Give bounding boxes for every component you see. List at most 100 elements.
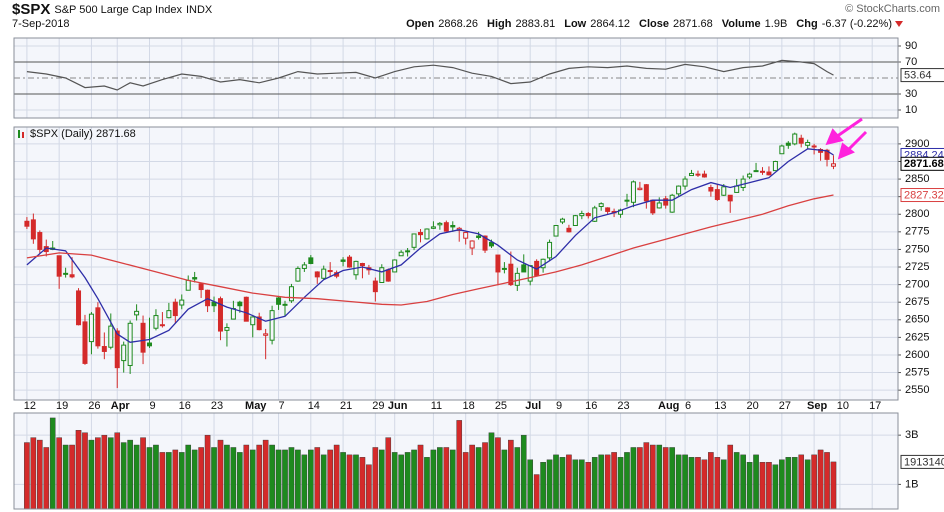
panel-background bbox=[14, 413, 898, 509]
y-tick-label: 2725 bbox=[905, 261, 929, 273]
candle-body bbox=[572, 215, 578, 227]
panel-background bbox=[14, 127, 898, 400]
candle-body bbox=[714, 189, 720, 200]
arrow-line bbox=[846, 130, 868, 152]
volume-bar bbox=[372, 447, 379, 510]
x-tick-label: 7 bbox=[278, 400, 284, 412]
candle-body bbox=[172, 301, 178, 317]
volume-bar bbox=[527, 459, 534, 510]
volume-bar bbox=[340, 452, 346, 510]
volume-bar bbox=[185, 444, 192, 510]
candle-body bbox=[547, 241, 553, 259]
panel-border bbox=[13, 412, 899, 510]
volume-bar bbox=[385, 437, 392, 510]
volume-bar bbox=[482, 442, 488, 510]
volume-bar bbox=[817, 449, 824, 510]
candle-body bbox=[663, 198, 669, 206]
x-tick-label: 14 bbox=[308, 400, 320, 412]
candle-body bbox=[308, 257, 314, 264]
candle-body bbox=[682, 178, 688, 187]
volume-bar bbox=[301, 454, 308, 510]
volume-bar bbox=[101, 434, 108, 510]
volume-bar bbox=[449, 449, 456, 510]
candle-body bbox=[630, 181, 636, 203]
x-tick-label: 16 bbox=[179, 400, 191, 412]
volume-bar bbox=[166, 452, 172, 510]
volume-bar bbox=[701, 459, 708, 510]
volume-bar bbox=[643, 442, 650, 510]
volume-bar bbox=[443, 447, 450, 510]
candle-body bbox=[282, 303, 288, 306]
volume-bar bbox=[333, 444, 340, 510]
x-tick-label: 27 bbox=[779, 400, 791, 412]
candle-body bbox=[76, 290, 82, 326]
title-line: $SPX S&P 500 Large Cap Index INDX bbox=[12, 1, 213, 18]
volume-bar bbox=[146, 447, 153, 510]
candle-body bbox=[179, 299, 185, 306]
volume-bar bbox=[785, 457, 792, 510]
volume-bar bbox=[714, 457, 721, 510]
candle-body bbox=[650, 199, 656, 214]
quote-label: Chg bbox=[796, 18, 817, 30]
y-tick-label: 10 bbox=[905, 104, 917, 116]
arrow-head bbox=[825, 128, 844, 146]
volume-bar bbox=[153, 444, 159, 510]
candle-body bbox=[488, 241, 494, 247]
x-tick-label: 21 bbox=[340, 400, 352, 412]
rsi-line bbox=[26, 59, 834, 91]
arrow-head bbox=[837, 142, 855, 160]
volume-bar bbox=[204, 434, 211, 510]
volume-bar bbox=[682, 454, 688, 510]
candle-body bbox=[217, 298, 223, 332]
volume-bar bbox=[579, 459, 585, 510]
arrow-line bbox=[835, 117, 863, 139]
candle-body bbox=[824, 149, 830, 160]
volume-bar bbox=[114, 432, 121, 510]
candle-body bbox=[443, 222, 449, 232]
x-tick-label: 19 bbox=[56, 400, 68, 412]
candle-body bbox=[56, 255, 62, 277]
y-tick-label: 2675 bbox=[905, 296, 929, 308]
quote-label: Low bbox=[564, 18, 586, 30]
volume-bar bbox=[191, 449, 198, 510]
moving-average bbox=[26, 194, 834, 306]
candle-body bbox=[495, 254, 501, 273]
volume-bar bbox=[695, 457, 701, 510]
volume-bar bbox=[353, 454, 359, 510]
candle-body bbox=[527, 265, 533, 282]
candle-body bbox=[372, 280, 378, 293]
source: © StockCharts.com bbox=[845, 3, 940, 15]
candle-body bbox=[88, 313, 94, 343]
candle-body bbox=[656, 202, 662, 209]
candle-body bbox=[224, 327, 230, 331]
volume-bar bbox=[75, 430, 82, 510]
volume-bar bbox=[24, 442, 30, 510]
x-tick-label: 25 bbox=[495, 400, 507, 412]
volume-bar bbox=[740, 454, 746, 510]
volume-bar bbox=[591, 457, 598, 510]
candle-body bbox=[405, 250, 411, 253]
x-tick-label: Sep bbox=[807, 400, 827, 412]
candle-body bbox=[63, 272, 69, 275]
volume-bar bbox=[237, 452, 243, 510]
volume-bar bbox=[572, 459, 579, 510]
price-icon bbox=[18, 130, 20, 138]
date: 7-Sep-2018 bbox=[12, 18, 70, 30]
candle-body bbox=[230, 308, 236, 320]
volume-bar bbox=[178, 452, 185, 510]
y-tick-label: 2550 bbox=[905, 384, 929, 396]
volume-bar bbox=[56, 437, 62, 510]
volume-bar bbox=[469, 444, 475, 510]
volume-bar bbox=[308, 449, 314, 510]
volume-bar bbox=[140, 437, 146, 510]
x-tick-label: 23 bbox=[211, 400, 223, 412]
volume-bar bbox=[559, 457, 566, 510]
symbol: $SPX bbox=[12, 1, 50, 18]
candle-body bbox=[798, 137, 804, 144]
value-box-label: 2827.32 bbox=[904, 189, 944, 201]
candle-body bbox=[585, 213, 591, 217]
x-tick-label: 9 bbox=[556, 400, 562, 412]
candle-body bbox=[514, 272, 520, 286]
x-tick-label: 13 bbox=[714, 400, 726, 412]
